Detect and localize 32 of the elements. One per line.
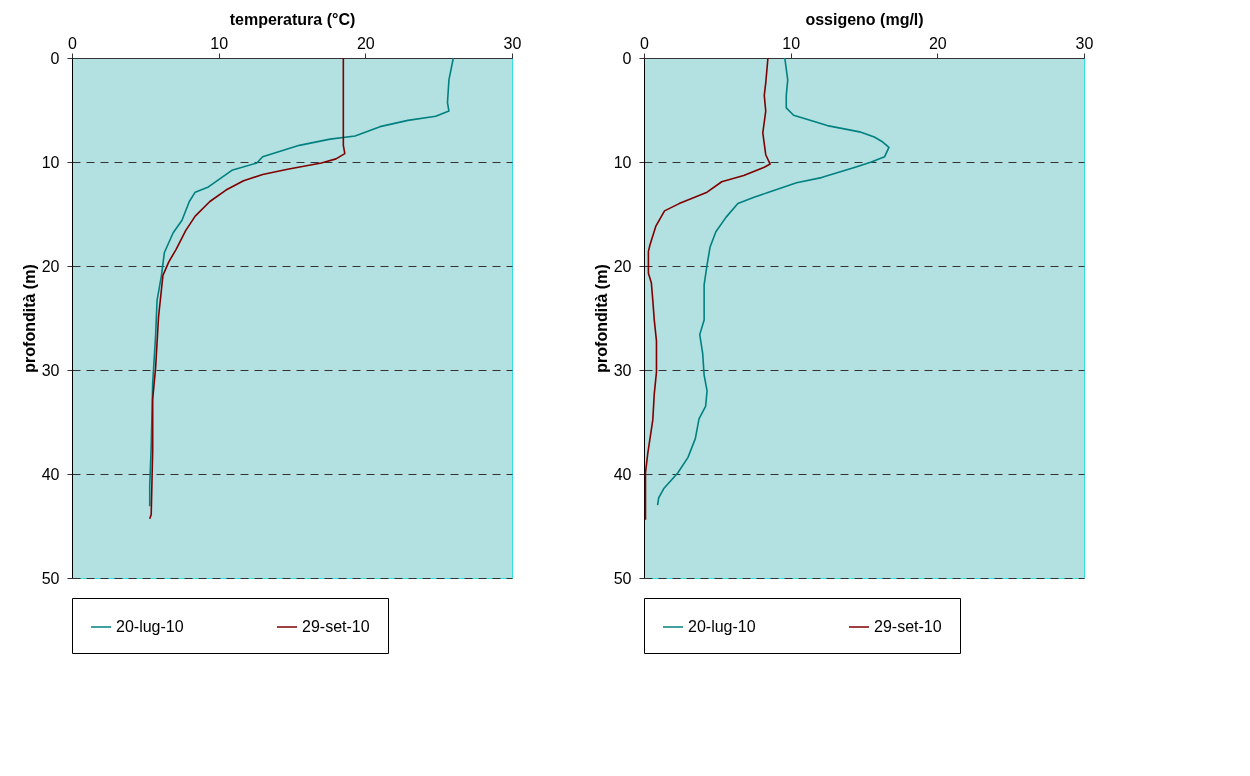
legend-label: 29-set-10: [302, 618, 370, 635]
x-tick-label: 10: [210, 34, 229, 52]
y-tick-label: 0: [50, 49, 60, 67]
legend-label: 20-lug-10: [688, 618, 756, 635]
y-tick-label: 50: [41, 569, 60, 587]
y-tick-label: 40: [41, 465, 60, 483]
y-tick-label: 10: [41, 153, 60, 171]
line-series: [148, 57, 455, 508]
x-tick-label: 20: [928, 34, 947, 52]
x-tick-label: 0: [640, 34, 650, 52]
x-axis-title: ossigeno (mg/l): [805, 10, 924, 28]
legend-label: 29-set-10: [874, 618, 942, 635]
x-tick-label: 30: [503, 34, 522, 52]
y-tick-label: 0: [622, 49, 632, 67]
y-tick-label: 20: [613, 257, 632, 275]
y-tick-label: 40: [613, 465, 632, 483]
x-tick-label: 0: [68, 34, 78, 52]
line-series: [148, 57, 346, 520]
x-tick-label: 20: [356, 34, 375, 52]
x-tick-label: 30: [1075, 34, 1094, 52]
line-series: [644, 57, 771, 521]
y-axis-title: profondità (m): [20, 264, 38, 373]
y-tick-label: 30: [613, 361, 632, 379]
y-tick-label: 30: [41, 361, 60, 379]
y-tick-label: 10: [613, 153, 632, 171]
line-series: [656, 57, 890, 506]
y-tick-label: 20: [41, 257, 60, 275]
x-axis-title: temperatura (°C): [229, 10, 356, 28]
x-tick-label: 10: [782, 34, 801, 52]
legend-label: 20-lug-10: [116, 618, 184, 635]
y-axis-title: profondità (m): [592, 264, 610, 373]
y-tick-label: 50: [613, 569, 632, 587]
